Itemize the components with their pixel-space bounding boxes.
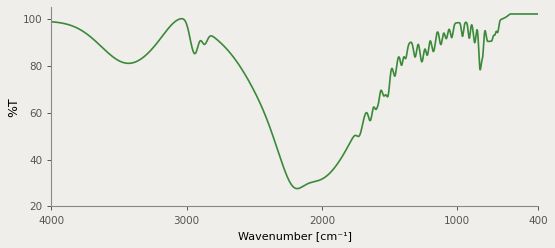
X-axis label: Wavenumber [cm⁻¹]: Wavenumber [cm⁻¹] [238, 231, 352, 241]
Y-axis label: %T: %T [7, 97, 20, 117]
